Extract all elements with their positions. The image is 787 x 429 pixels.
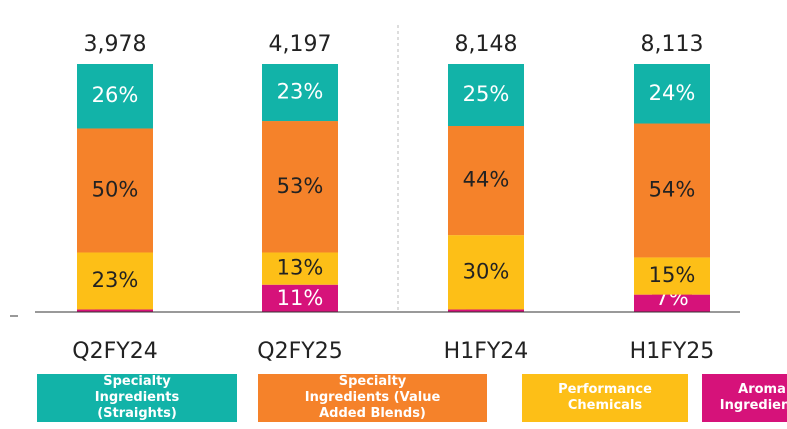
bar-segment	[634, 257, 710, 295]
total-label: 3,978	[84, 32, 147, 57]
bar-segment	[77, 64, 153, 129]
total-label: 8,113	[641, 32, 704, 57]
bar-segment	[634, 64, 710, 124]
total-label: 4,197	[269, 32, 332, 57]
value-label: 13%	[277, 256, 324, 280]
x-tick-label: Q2FY24	[72, 339, 157, 364]
value-label: 25%	[463, 82, 510, 106]
bar-segment	[448, 126, 524, 236]
value-label: 15%	[649, 263, 696, 287]
label-box	[280, 287, 320, 312]
legend-entry: Aroma Ingredients	[702, 374, 787, 422]
value-label: 54%	[649, 177, 696, 201]
value-label: 26%	[92, 83, 139, 107]
x-tick-label: H1FY25	[630, 339, 715, 364]
bar-segment	[262, 64, 338, 122]
bar-segment	[262, 252, 338, 285]
x-tick-label: Q2FY25	[257, 339, 342, 364]
legend-entry: Specialty Ingredients (Straights)	[37, 374, 237, 422]
total-label: 8,148	[455, 32, 518, 57]
x-tick-label: H1FY24	[444, 339, 529, 364]
bar-segment	[77, 252, 153, 310]
bar-segment	[448, 235, 524, 310]
value-label: 53%	[277, 174, 324, 198]
value-label: 23%	[92, 268, 139, 292]
bar-segment	[77, 128, 153, 253]
legend-entry: Performance Chemicals	[522, 374, 688, 422]
value-label: 11%	[277, 286, 324, 310]
legend-entry: Specialty Ingredients (Value Added Blend…	[258, 374, 487, 422]
bar-segment	[448, 64, 524, 126]
value-label: 44%	[463, 168, 510, 192]
value-label: 30%	[463, 259, 510, 283]
value-label: 23%	[277, 80, 324, 104]
bar-segment	[634, 123, 710, 258]
bar-segment	[262, 121, 338, 253]
value-label: 24%	[649, 81, 696, 105]
value-label: 50%	[92, 177, 139, 201]
